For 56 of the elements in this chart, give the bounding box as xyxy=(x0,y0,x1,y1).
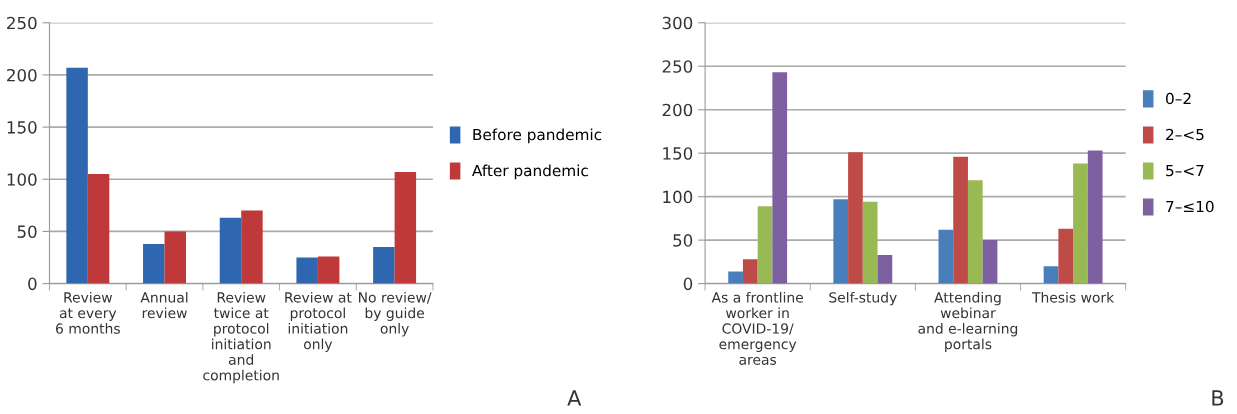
legend-label: 0–2 xyxy=(1166,92,1191,105)
bar xyxy=(143,243,165,284)
bar xyxy=(1058,228,1074,284)
text: A xyxy=(567,390,582,406)
bar xyxy=(87,174,110,284)
y-tick-label: 150 xyxy=(663,147,693,160)
bar xyxy=(772,72,788,284)
x-tick-label: Attending webinar and e-learning portals xyxy=(918,291,1018,353)
bar xyxy=(757,206,773,284)
y-tick-label: 150 xyxy=(7,121,37,134)
bar xyxy=(728,271,743,284)
x-tick-label: Thesis work xyxy=(1031,291,1115,303)
bar xyxy=(317,256,340,284)
legend-label: 2–<5 xyxy=(1166,128,1204,141)
y-tick-label: 0 xyxy=(683,277,693,291)
bar xyxy=(742,259,758,284)
y-tick-label: 0 xyxy=(28,277,37,291)
bar xyxy=(373,247,395,284)
bar xyxy=(394,171,417,284)
y-tick-label: 300 xyxy=(662,16,693,30)
legend-label: Before pandemic xyxy=(473,128,602,144)
x-tick-label: No review/ by guide only xyxy=(359,291,432,337)
y-tick-label: 100 xyxy=(663,190,693,204)
bar xyxy=(877,254,893,284)
x-tick-label: Review at protocol initiation only xyxy=(285,291,352,353)
y-tick-label: 50 xyxy=(17,225,37,238)
bar xyxy=(219,217,242,284)
x-tick-label: Review at every 6 months xyxy=(56,291,120,334)
legend-label: 7–≤10 xyxy=(1166,200,1214,213)
bar xyxy=(848,152,863,284)
bar xyxy=(862,201,878,284)
bar xyxy=(1087,150,1103,284)
bar xyxy=(296,257,318,284)
bar xyxy=(66,67,88,284)
bar xyxy=(938,229,954,284)
legend-label: After pandemic xyxy=(472,164,588,180)
y-tick-label: 250 xyxy=(662,60,693,73)
y-tick-label: 50 xyxy=(673,234,693,247)
bar xyxy=(241,210,263,284)
text: B xyxy=(1212,390,1224,406)
y-tick-label: 100 xyxy=(7,173,37,186)
y-tick-label: 200 xyxy=(662,103,693,117)
x-tick-label: Review twice at protocol initiation and completion xyxy=(203,291,279,384)
bar xyxy=(1073,163,1088,284)
y-tick-label: 200 xyxy=(7,68,37,82)
legend-label: 5–<7 xyxy=(1166,164,1204,177)
bar xyxy=(164,231,186,284)
bar xyxy=(953,156,968,284)
x-tick-label: As a frontline worker in COVID-19/ emergency areas xyxy=(711,291,804,365)
x-tick-label: Annual review xyxy=(140,291,188,319)
bar xyxy=(833,199,849,284)
y-tick-label: 250 xyxy=(7,16,37,30)
bar xyxy=(1043,266,1059,284)
x-tick-label: Self-study xyxy=(829,291,897,306)
bar xyxy=(967,180,983,284)
bar xyxy=(982,240,998,284)
